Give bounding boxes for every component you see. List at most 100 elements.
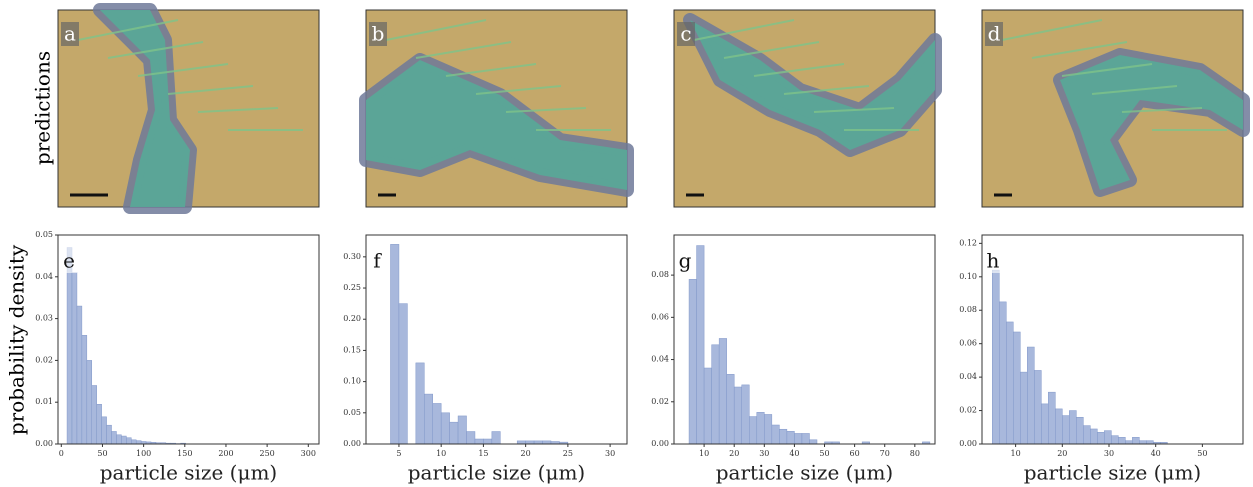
panel-label: a — [64, 22, 76, 46]
x-tick-label: 20 — [521, 449, 531, 458]
y-tick-label: 0.10 — [343, 377, 361, 386]
fiber — [753, 63, 845, 77]
y-tick-label: 0.00 — [959, 439, 977, 448]
plot-frame — [57, 234, 320, 445]
histogram-bar — [1027, 346, 1035, 445]
histogram-bar — [1118, 437, 1126, 445]
histogram-bar — [440, 412, 450, 445]
x-tick-label: 10 — [1011, 449, 1021, 458]
histogram-bar — [1076, 416, 1084, 445]
histogram-bar — [756, 412, 765, 445]
y-tick-label: 0.04 — [959, 372, 977, 381]
panel-label: h — [987, 249, 1000, 273]
panel-label-box — [985, 22, 1003, 46]
x-tick-label: 50 — [1197, 449, 1207, 458]
x-axis-label: particle size (μm) — [1024, 461, 1201, 485]
x-tick-label: 30 — [1104, 449, 1114, 458]
x-tick-label: 60 — [850, 449, 860, 458]
x-tick-label: 5 — [396, 449, 401, 458]
histogram-bar — [1048, 391, 1056, 445]
histogram-bar — [491, 431, 501, 445]
x-tick-label: 80 — [910, 449, 920, 458]
region-matrix — [1060, 55, 1243, 190]
plot-frame — [673, 234, 936, 445]
histogram-bar — [483, 438, 493, 445]
histogram-bar — [1013, 331, 1021, 445]
histogram-bar — [1111, 435, 1119, 445]
x-tick-label: 0 — [59, 449, 64, 458]
histogram-bar — [116, 434, 122, 445]
y-tick-label: 0.02 — [959, 406, 977, 415]
x-tick-label: 250 — [259, 449, 274, 458]
histogram-bar — [1146, 440, 1154, 445]
histogram-bar — [764, 414, 773, 445]
x-tick-label: 40 — [789, 449, 799, 458]
x-tick-label: 10 — [436, 449, 446, 458]
histogram-bar — [131, 439, 137, 445]
histogram-bar — [106, 424, 112, 445]
histogram-bar — [1055, 408, 1063, 445]
histogram-bar — [726, 374, 735, 445]
histogram-bar — [1132, 437, 1140, 445]
plot-frame — [981, 234, 1244, 445]
fiber — [77, 19, 179, 41]
y-tick-label: 0.04 — [651, 355, 669, 364]
y-tick-label: 0.05 — [343, 408, 361, 417]
x-axis-label: particle size (μm) — [408, 461, 585, 485]
fiber — [723, 41, 820, 59]
fiber — [197, 107, 279, 113]
fiber — [505, 107, 587, 113]
y-tick-label: 0.03 — [35, 314, 53, 323]
y-tick-label: 0.02 — [35, 355, 53, 364]
histogram-bar — [432, 403, 442, 445]
fiber — [475, 85, 562, 95]
y-tick-label: 0.05 — [35, 230, 53, 239]
histogram-bar — [1104, 430, 1112, 445]
x-tick-label: 30 — [759, 449, 769, 458]
x-tick-label: 150 — [177, 449, 192, 458]
y-tick-label: 0.01 — [35, 397, 53, 406]
region-matrix — [690, 20, 935, 150]
histogram-bar — [398, 303, 408, 445]
fiber — [1121, 107, 1203, 113]
histogram-bar — [76, 305, 83, 445]
y-tick-label: 0.04 — [35, 272, 53, 281]
y-tick-label: 0.06 — [651, 312, 669, 321]
histogram-bar — [794, 433, 803, 445]
panel-label-box — [677, 22, 695, 46]
y-tick-label: 0.06 — [959, 339, 977, 348]
fiber — [415, 41, 512, 59]
panel-label-box — [61, 247, 77, 273]
histogram-bar — [1090, 428, 1098, 445]
fiber — [783, 85, 870, 95]
x-tick-label: 40 — [1151, 449, 1161, 458]
histogram-bar — [1097, 432, 1105, 445]
plot-frame — [365, 234, 628, 445]
histogram-bar — [696, 245, 705, 445]
y-tick-label: 0.00 — [35, 439, 53, 448]
histogram-bar — [718, 338, 727, 445]
panel-label-box — [369, 247, 385, 273]
x-tick-label: 30 — [605, 449, 615, 458]
histogram-bar — [711, 344, 720, 445]
x-tick-label: 50 — [97, 449, 107, 458]
histogram-bar — [809, 439, 818, 445]
histogram-bar — [703, 367, 712, 445]
histogram-bar — [101, 416, 107, 445]
histogram-bar — [771, 424, 780, 445]
histogram-bar — [999, 301, 1007, 445]
panel-label: g — [679, 249, 692, 273]
panel-label: f — [373, 249, 382, 273]
y-tick-label: 0.12 — [959, 238, 977, 247]
region-matrix — [366, 60, 627, 190]
x-tick-label: 70 — [880, 449, 890, 458]
panel-label: d — [988, 22, 1001, 46]
histogram-bar — [390, 244, 400, 445]
histogram-bar — [457, 415, 467, 445]
histogram-bar — [1041, 403, 1049, 445]
x-tick-label: 10 — [699, 449, 709, 458]
histogram-bar — [1069, 410, 1077, 445]
y-tick-label: 0.15 — [343, 345, 361, 354]
y-tick-label: 0.20 — [343, 314, 361, 323]
